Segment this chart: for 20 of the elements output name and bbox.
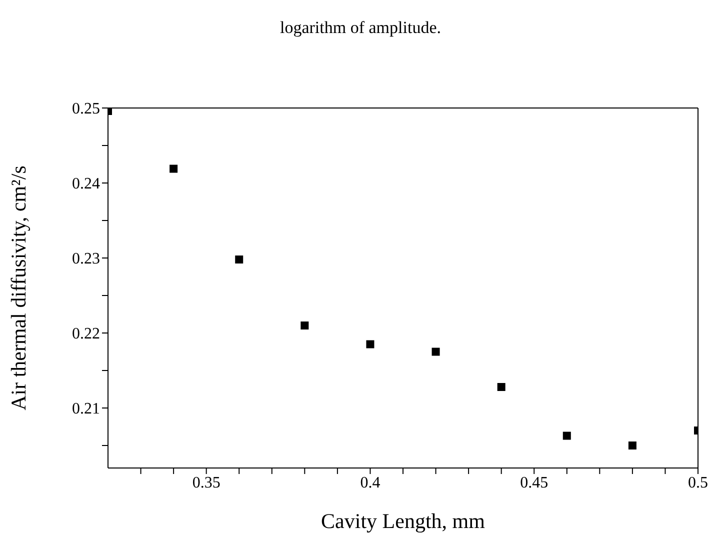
chart-title: logarithm of amplitude. <box>279 17 442 39</box>
y-axis-title: Air thermal diffusivity, cm²/s <box>6 166 30 410</box>
x-tick-label: 0.4 <box>360 474 380 492</box>
y-tick-label: 0.25 <box>72 100 100 118</box>
point <box>562 432 571 440</box>
y-tick-label: 0.24 <box>72 176 100 193</box>
point <box>235 256 244 264</box>
x-tick-label: 0.35 <box>192 474 220 492</box>
point <box>432 348 440 356</box>
y-tick-label: 0.22 <box>72 326 100 343</box>
y-tick-label: 0.21 <box>72 400 100 418</box>
x-tick-label: 0.5 <box>688 474 708 492</box>
x-tick-label: 0.45 <box>520 474 548 492</box>
point <box>366 340 374 348</box>
y-tick-label: 0.23 <box>72 250 100 268</box>
x-axis-title: Cavity Length, mm <box>321 509 485 533</box>
point <box>300 322 309 330</box>
point <box>497 383 506 391</box>
point <box>628 442 636 450</box>
point <box>170 164 178 173</box>
